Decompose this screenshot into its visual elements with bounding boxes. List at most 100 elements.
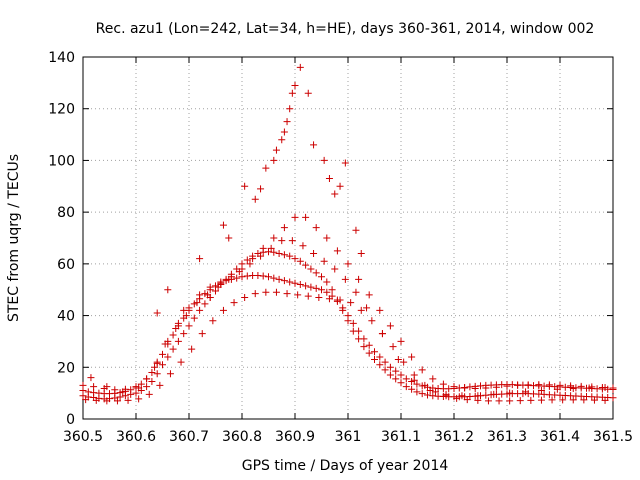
data-point xyxy=(180,330,188,338)
data-point xyxy=(291,279,299,287)
data-point xyxy=(339,304,347,312)
data-point xyxy=(548,396,556,404)
data-point xyxy=(429,392,437,400)
data-point xyxy=(275,275,283,283)
data-point xyxy=(429,375,437,383)
data-point xyxy=(161,340,169,348)
data-point xyxy=(259,244,267,252)
data-point xyxy=(113,397,121,405)
data-point xyxy=(280,251,288,259)
data-point xyxy=(153,370,161,378)
data-point xyxy=(127,386,135,394)
data-point xyxy=(378,330,386,338)
data-point xyxy=(537,387,545,395)
data-point xyxy=(272,288,280,296)
data-point xyxy=(151,363,159,371)
data-point xyxy=(352,288,360,296)
data-point xyxy=(495,397,503,405)
data-point xyxy=(609,394,617,402)
data-point xyxy=(320,156,328,164)
data-point xyxy=(577,382,585,390)
data-point xyxy=(307,283,315,291)
data-point xyxy=(214,283,222,291)
data-point xyxy=(92,396,100,404)
y-tick-label: 60 xyxy=(57,257,75,273)
data-point xyxy=(360,343,368,351)
data-point xyxy=(182,312,190,320)
data-point xyxy=(241,293,249,301)
data-point xyxy=(484,397,492,405)
data-point xyxy=(235,268,243,276)
data-point xyxy=(265,273,272,281)
data-point xyxy=(310,141,318,149)
data-point xyxy=(82,396,90,404)
data-point xyxy=(257,185,265,193)
data-point xyxy=(392,367,400,375)
data-point xyxy=(352,226,360,234)
data-point xyxy=(196,255,204,263)
data-point xyxy=(159,350,166,358)
data-point xyxy=(241,182,249,190)
data-point xyxy=(402,383,410,391)
data-point xyxy=(135,395,143,403)
data-point xyxy=(159,361,166,369)
x-tick-label: 361.1 xyxy=(381,429,421,445)
data-point xyxy=(304,292,312,300)
data-point xyxy=(365,349,373,357)
axis-ticks xyxy=(82,56,614,420)
data-point xyxy=(545,381,553,389)
data-point xyxy=(87,374,95,382)
data-point xyxy=(257,252,265,260)
data-point xyxy=(249,255,257,263)
data-points xyxy=(79,63,617,405)
data-point xyxy=(410,376,418,384)
data-point xyxy=(254,271,262,279)
data-point xyxy=(164,286,172,294)
x-tick-labels: 360.5 360.6 360.7 360.8 360.9 361 361.1 361.2 36… xyxy=(63,429,633,445)
x-tick-label: 361.3 xyxy=(487,429,527,445)
data-point xyxy=(209,317,217,325)
data-point xyxy=(585,384,593,392)
data-point xyxy=(302,282,310,290)
x-tick-label: 360.7 xyxy=(169,429,209,445)
data-point xyxy=(286,278,294,286)
data-point xyxy=(569,384,577,392)
data-point xyxy=(198,330,206,338)
data-point xyxy=(304,89,312,97)
data-point xyxy=(225,234,233,242)
data-point xyxy=(365,291,373,299)
data-point xyxy=(413,388,421,396)
data-point xyxy=(344,260,352,268)
y-tick-label: 140 xyxy=(48,50,75,66)
data-point xyxy=(463,396,471,404)
data-point xyxy=(553,385,561,393)
data-point xyxy=(394,356,402,364)
data-point xyxy=(320,257,328,265)
y-tick-label: 20 xyxy=(57,360,75,376)
data-point xyxy=(217,278,225,286)
y-tick-label: 80 xyxy=(57,205,75,221)
data-point xyxy=(259,272,267,280)
data-point xyxy=(280,277,288,285)
data-point xyxy=(349,319,357,327)
data-point xyxy=(143,375,151,383)
data-point xyxy=(174,337,182,345)
data-point xyxy=(386,371,394,379)
data-point xyxy=(251,195,259,203)
data-point xyxy=(590,396,598,404)
data-point xyxy=(312,224,320,232)
data-point xyxy=(291,213,299,221)
data-point xyxy=(389,343,397,351)
data-point xyxy=(397,337,405,345)
data-point xyxy=(442,390,450,398)
x-tick-label: 361.2 xyxy=(434,429,474,445)
data-point xyxy=(336,296,344,304)
data-point xyxy=(296,63,304,71)
data-point xyxy=(431,388,439,396)
data-point xyxy=(318,273,325,281)
data-point xyxy=(267,244,275,252)
data-point xyxy=(79,381,87,389)
y-tick-label: 100 xyxy=(48,153,75,169)
data-point xyxy=(156,381,164,389)
data-point xyxy=(193,299,201,307)
